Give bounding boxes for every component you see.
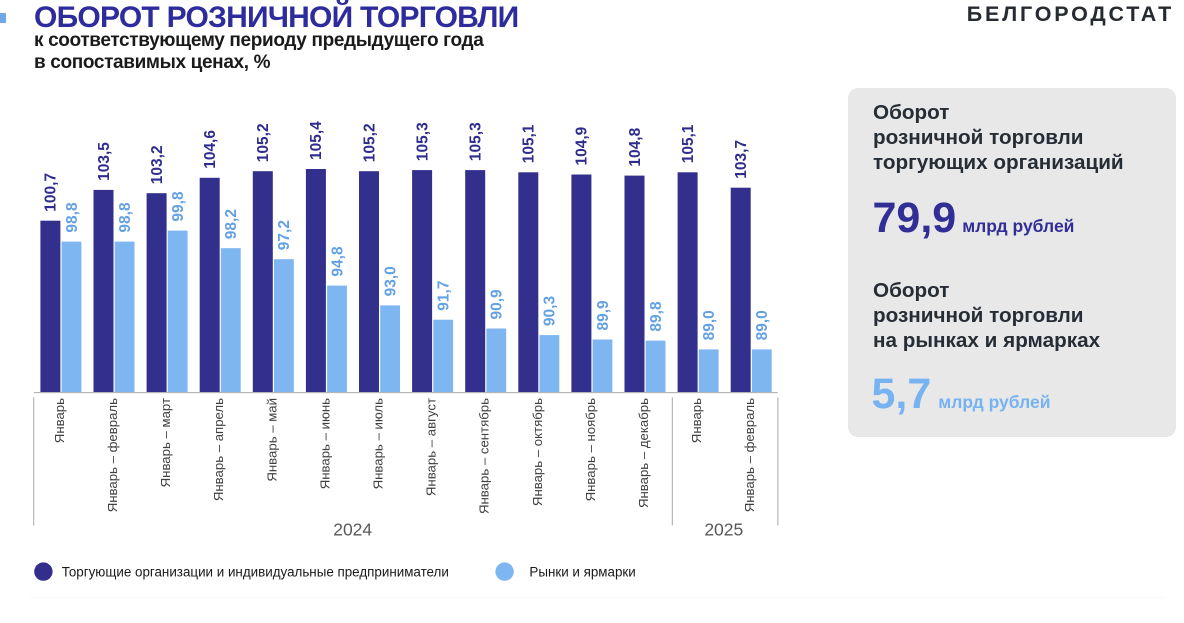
svg-text:99,8: 99,8 [170, 191, 187, 222]
svg-text:89,0: 89,0 [701, 310, 718, 340]
svg-text:105,1: 105,1 [680, 124, 697, 163]
svg-text:100,7: 100,7 [43, 173, 60, 212]
svg-text:105,3: 105,3 [414, 122, 431, 161]
svg-text:105,2: 105,2 [255, 123, 272, 162]
svg-text:105,4: 105,4 [308, 121, 325, 160]
svg-text:Январь – сентябрь: Январь – сентябрь [477, 398, 492, 514]
svg-text:Январь: Январь [689, 398, 704, 443]
svg-text:Январь – октябрь: Январь – октябрь [530, 398, 545, 506]
svg-text:104,6: 104,6 [202, 130, 219, 169]
svg-text:105,1: 105,1 [521, 124, 538, 163]
svg-text:Январь – май: Январь – май [264, 398, 279, 482]
svg-text:Январь – декабрь: Январь – декабрь [636, 398, 651, 508]
svg-text:Январь – февраль: Январь – февраль [742, 398, 757, 512]
svg-text:103,5: 103,5 [96, 142, 113, 181]
svg-text:89,9: 89,9 [595, 300, 612, 331]
svg-text:89,0: 89,0 [754, 310, 771, 340]
svg-text:Январь – апрель: Январь – апрель [211, 398, 226, 501]
svg-text:Январь – февраль: Январь – февраль [105, 398, 120, 512]
svg-text:103,7: 103,7 [733, 140, 750, 179]
svg-text:2024: 2024 [333, 520, 372, 540]
svg-text:98,2: 98,2 [223, 209, 240, 239]
svg-text:2025: 2025 [704, 520, 743, 540]
svg-text:90,3: 90,3 [542, 296, 559, 327]
svg-text:89,8: 89,8 [648, 301, 665, 332]
svg-text:93,0: 93,0 [382, 266, 399, 296]
svg-text:97,2: 97,2 [276, 220, 293, 250]
svg-text:98,8: 98,8 [64, 202, 81, 233]
svg-text:104,8: 104,8 [627, 127, 644, 166]
svg-text:91,7: 91,7 [436, 281, 453, 311]
svg-text:103,2: 103,2 [149, 145, 166, 184]
svg-text:94,8: 94,8 [329, 246, 346, 277]
svg-text:Рынки и ярмарки: Рынки и ярмарки [529, 565, 635, 580]
svg-text:105,2: 105,2 [361, 123, 378, 162]
svg-text:105,3: 105,3 [468, 122, 485, 161]
svg-text:Торгующие организации и индиви: Торгующие организации и индивидуальные п… [62, 565, 449, 580]
svg-text:98,8: 98,8 [117, 202, 134, 233]
svg-text:Январь – август: Январь – август [424, 398, 439, 496]
svg-text:90,9: 90,9 [489, 289, 506, 320]
svg-text:104,9: 104,9 [574, 126, 591, 165]
svg-text:Январь – март: Январь – март [158, 398, 173, 487]
svg-text:Январь – июнь: Январь – июнь [317, 398, 332, 489]
svg-text:Январь – ноябрь: Январь – ноябрь [583, 398, 598, 502]
svg-text:Январь – июль: Январь – июль [371, 398, 386, 490]
svg-text:Январь: Январь [52, 398, 67, 443]
